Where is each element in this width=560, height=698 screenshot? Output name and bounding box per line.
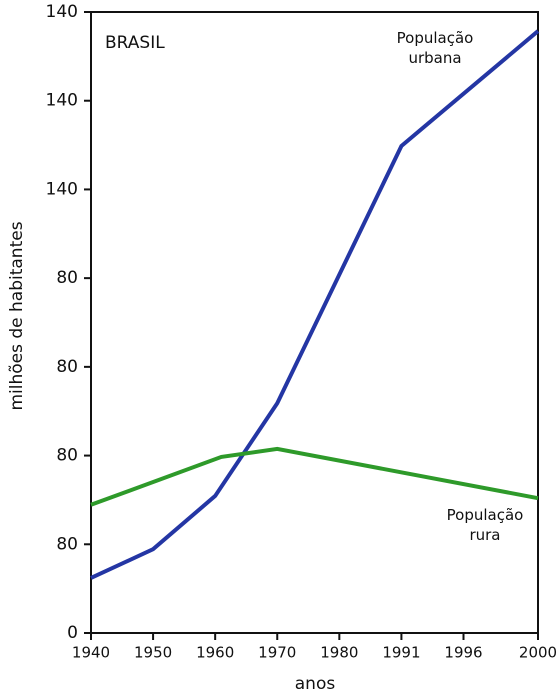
y-tick-label: 140 bbox=[46, 2, 78, 22]
y-tick-label: 80 bbox=[56, 446, 78, 466]
chart-title: BRASIL bbox=[105, 33, 165, 53]
line bbox=[90, 29, 540, 580]
x-tick-label: 1980 bbox=[320, 644, 358, 662]
x-tick-label: 1950 bbox=[134, 644, 172, 662]
x-tick-label: 2000 bbox=[519, 644, 557, 662]
y-tick-label: 0 bbox=[67, 623, 78, 643]
x-tick-label: 1940 bbox=[72, 644, 110, 662]
x-tick-label: 1960 bbox=[196, 644, 234, 662]
x-tick-label: 1991 bbox=[382, 644, 420, 662]
x-axis-label: anos bbox=[295, 674, 336, 694]
line bbox=[90, 446, 539, 507]
x-tick-label: 1970 bbox=[258, 644, 296, 662]
y-tick-label: 80 bbox=[56, 357, 78, 377]
series-label: População rura bbox=[447, 506, 524, 544]
x-tick-label: 1996 bbox=[444, 644, 482, 662]
y-tick-label: 80 bbox=[56, 534, 78, 554]
plot-frame bbox=[90, 11, 539, 634]
y-tick-label: 140 bbox=[46, 179, 78, 199]
y-tick-label: 140 bbox=[46, 91, 78, 111]
y-tick-label: 80 bbox=[56, 268, 78, 288]
series-label: População urbana bbox=[397, 29, 474, 67]
y-axis-label: milhões de habitantes bbox=[7, 221, 27, 410]
